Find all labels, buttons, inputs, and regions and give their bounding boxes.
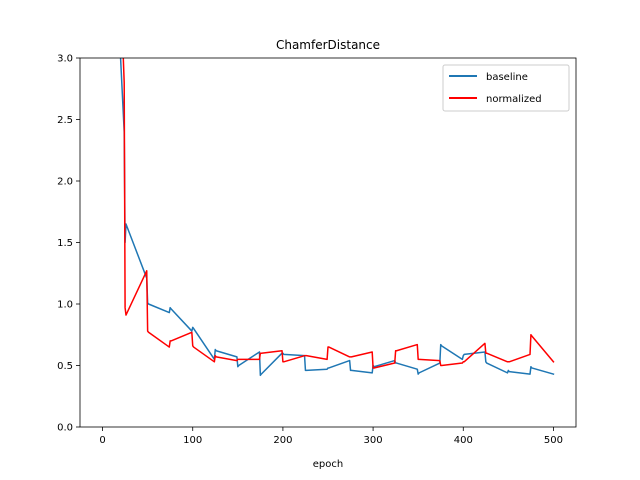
legend-label-normalized: normalized: [486, 94, 542, 105]
y-tick-label: 2.5: [57, 115, 73, 126]
x-tick-label: 200: [273, 435, 292, 446]
y-tick-label: 3.0: [57, 54, 73, 65]
series-layer: [119, 58, 555, 377]
y-tick-label: 2.0: [57, 177, 73, 188]
series-line-normalized: [122, 58, 555, 369]
x-tick-label: 100: [183, 435, 202, 446]
series-line-baseline: [119, 58, 555, 377]
chart-title: ChamferDistance: [276, 38, 380, 52]
legend: baseline normalized: [442, 64, 570, 112]
y-tick-label: 1.0: [57, 300, 73, 311]
y-axis: 0.0 0.5 1.0 1.5 2.0 2.5 3.0: [57, 54, 80, 434]
y-tick-label: 1.5: [57, 238, 73, 249]
x-tick-label: 300: [364, 435, 383, 446]
y-tick-label: 0.0: [57, 423, 73, 434]
y-tick-label: 0.5: [57, 361, 73, 372]
x-axis-label: epoch: [313, 459, 343, 470]
legend-label-baseline: baseline: [486, 72, 528, 83]
x-tick-label: 400: [454, 435, 473, 446]
x-tick-label: 0: [99, 435, 105, 446]
x-axis: 0 100 200 300 400 500: [99, 427, 563, 446]
x-tick-label: 500: [544, 435, 563, 446]
